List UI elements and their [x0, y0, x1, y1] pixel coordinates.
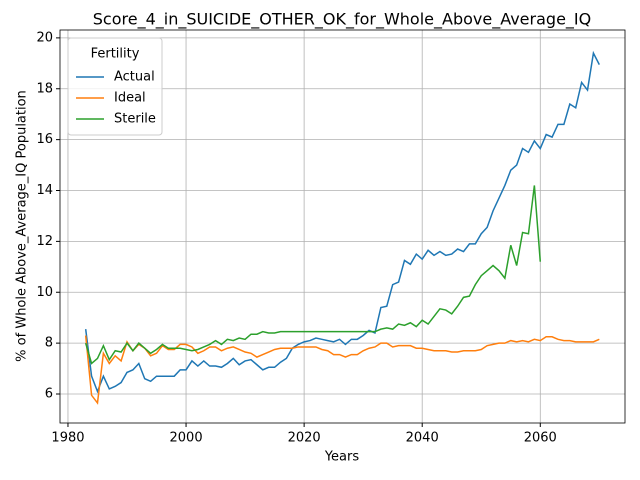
y-axis-label: % of Whole Above_Average_IQ Population	[15, 90, 30, 362]
y-tick-label: 12	[36, 234, 53, 249]
x-tick-label: 2020	[288, 431, 321, 446]
y-tick-label: 8	[45, 336, 53, 351]
x-axis-label: Years	[324, 450, 360, 465]
x-tick-label: 2040	[406, 431, 439, 446]
series-line	[84, 50, 600, 394]
legend-title: Fertility	[91, 47, 140, 62]
legend-label: Actual	[114, 70, 155, 85]
legend-label: Sterile	[114, 112, 156, 127]
y-tick-label: 6	[45, 387, 53, 402]
y-tick-label: 16	[36, 132, 53, 147]
x-tick-label: 1980	[51, 431, 84, 446]
y-tick-label: 14	[36, 183, 53, 198]
x-tick-label: 2060	[524, 431, 557, 446]
series-line	[84, 335, 600, 405]
chart-title: Score_4_in_SUICIDE_OTHER_OK_for_Whole_Ab…	[93, 10, 591, 30]
plot-frame	[59, 29, 626, 424]
x-tick-label: 2000	[170, 431, 203, 446]
y-tick-label: 10	[36, 285, 53, 300]
legend-label: Ideal	[114, 91, 146, 106]
legend-box	[67, 37, 163, 136]
series-line	[84, 185, 542, 365]
y-tick-label: 20	[36, 30, 53, 45]
y-tick-label: 18	[36, 81, 53, 96]
